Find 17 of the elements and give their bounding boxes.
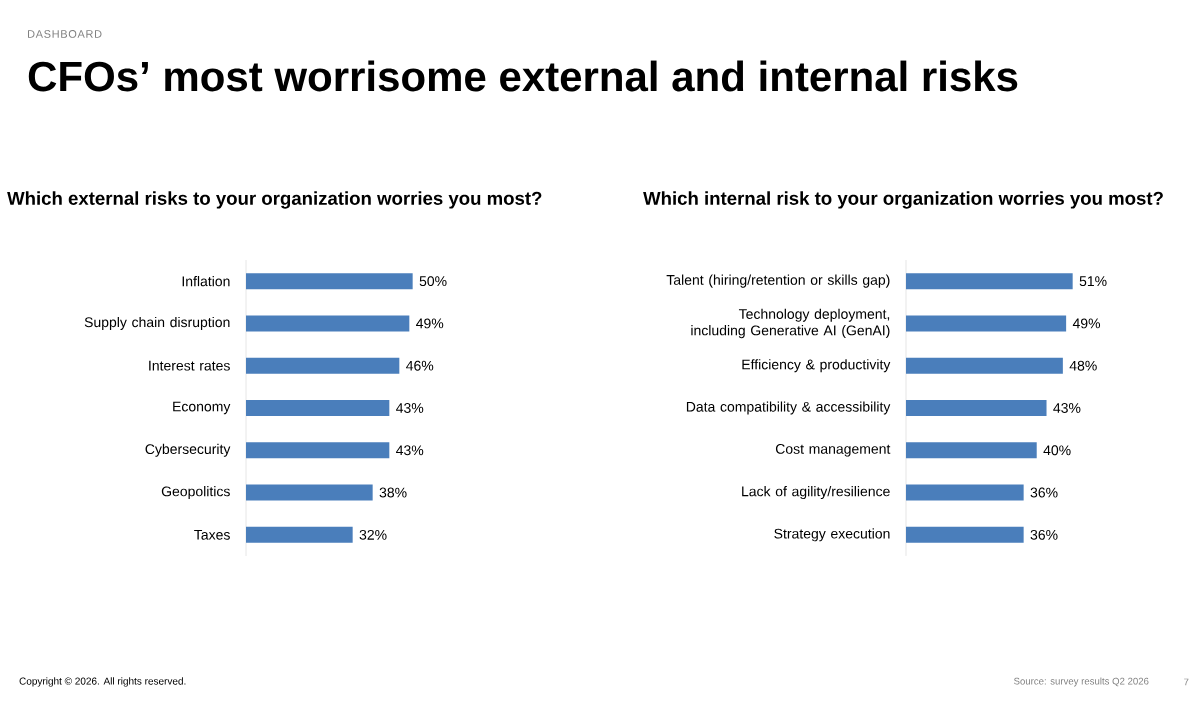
bar	[246, 273, 413, 290]
bar	[246, 357, 400, 374]
bar	[906, 526, 1024, 543]
bar	[246, 399, 390, 416]
bar	[906, 315, 1067, 332]
text: CFOs’ most worrisome external and internal risks	[28, 60, 1018, 92]
chart-title: Which external risks to your organization worries you most?	[7, 191, 542, 209]
bar	[906, 273, 1073, 290]
bar	[906, 442, 1037, 459]
bar	[906, 484, 1024, 501]
bar	[906, 399, 1047, 416]
bar	[246, 315, 410, 332]
bar	[246, 442, 390, 459]
bar	[906, 357, 1063, 374]
bar	[246, 526, 353, 543]
chart-title: Which internal risk to your organization worries you most?	[643, 191, 1163, 209]
bar	[246, 484, 373, 501]
